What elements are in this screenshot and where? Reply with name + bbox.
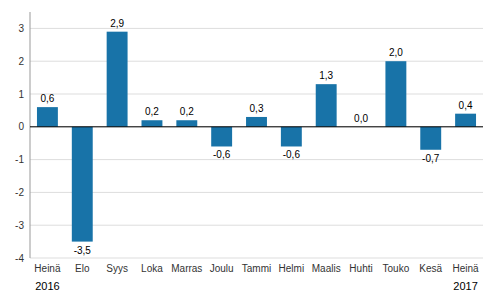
bar <box>420 127 441 150</box>
bar <box>107 32 128 127</box>
annotation: 2017 <box>453 280 477 292</box>
data-label: 0,3 <box>250 103 264 114</box>
bar <box>37 107 58 127</box>
grid-line <box>30 126 483 127</box>
y-tick-label: 3 <box>18 23 24 34</box>
bar <box>211 127 232 147</box>
x-tick-label: Syys <box>106 263 128 274</box>
data-label: 0,2 <box>145 106 159 117</box>
bar <box>176 120 197 127</box>
x-tick-label: Elo <box>75 263 90 274</box>
grid-line <box>30 192 483 193</box>
x-tick-label: Tammi <box>242 263 271 274</box>
zero-line <box>30 126 483 127</box>
data-label: 0,6 <box>40 93 54 104</box>
grid-line <box>30 225 483 226</box>
data-label: 2,9 <box>110 18 124 29</box>
bar <box>246 117 267 127</box>
x-tick-label: Helmi <box>279 263 305 274</box>
annotation: 2016 <box>35 280 59 292</box>
y-tick-label: -3 <box>15 220 24 231</box>
bar <box>281 127 302 147</box>
bar <box>72 127 93 242</box>
grid-line <box>30 61 483 62</box>
data-label: 1,3 <box>319 70 333 81</box>
chart-container: -4 -3 -2 -1 0 1 2 3 0,6 -3,5 2,9 0,2 0,2 -0,6 0,3 -0,6 1… <box>0 0 491 302</box>
grid-line <box>30 94 483 95</box>
x-tick-label: Maalis <box>312 263 341 274</box>
data-label: 0,4 <box>459 100 473 111</box>
data-label: -0,7 <box>422 153 440 164</box>
y-tick-label: -2 <box>15 187 24 198</box>
x-tick-label: Heinä <box>34 263 61 274</box>
y-tick-label: -4 <box>15 253 24 264</box>
x-tick-label: Loka <box>141 263 163 274</box>
y-tick-label: 1 <box>18 89 24 100</box>
grid-line <box>30 28 483 29</box>
x-tick-label: Touko <box>383 263 410 274</box>
y-tick-label: -1 <box>15 154 24 165</box>
x-tick-label: Heinä <box>453 263 480 274</box>
y-axis-line <box>30 12 31 258</box>
y-tick-label: 0 <box>18 121 24 132</box>
chart-svg: -4 -3 -2 -1 0 1 2 3 0,6 -3,5 2,9 0,2 0,2 -0,6 0,3 -0,6 1… <box>0 0 491 302</box>
bar <box>316 84 337 127</box>
bar <box>142 120 163 127</box>
x-tick-label: Marras <box>171 263 202 274</box>
grid-line <box>30 258 483 259</box>
x-tick-label: Kesä <box>419 263 442 274</box>
data-label: -0,6 <box>213 149 231 160</box>
data-label: 0,2 <box>180 106 194 117</box>
grid-line <box>30 159 483 160</box>
data-label: -3,5 <box>74 245 92 256</box>
data-label: 2,0 <box>389 47 403 58</box>
x-tick-label: Huhti <box>349 263 372 274</box>
y-tick-label: 2 <box>18 56 24 67</box>
data-label: -0,6 <box>283 149 301 160</box>
grid <box>30 28 483 258</box>
bars <box>37 32 476 242</box>
bar <box>385 61 406 127</box>
bar <box>455 114 476 127</box>
x-tick-label: Joulu <box>210 263 234 274</box>
data-label: 0,0 <box>354 113 368 124</box>
